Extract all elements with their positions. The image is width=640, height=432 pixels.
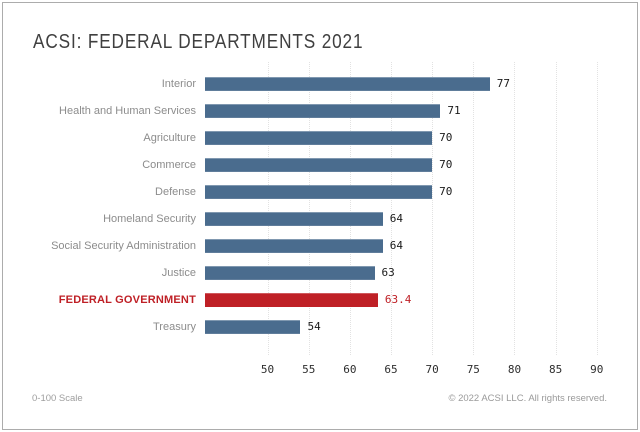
bar — [205, 130, 433, 145]
bar-row: Agriculture 70 — [0, 124, 640, 151]
category-label: Defense — [155, 185, 196, 198]
bar-row: Interior 77 — [0, 70, 640, 97]
bar-track: 70 — [205, 184, 605, 199]
category-label: Justice — [161, 266, 196, 279]
x-tick-label: 50 — [260, 363, 275, 376]
bar — [205, 265, 375, 280]
bar-track: 64 — [205, 211, 605, 226]
value-label: 64 — [389, 239, 403, 252]
chart-title: ACSI: FEDERAL DEPARTMENTS 2021 — [33, 31, 364, 53]
x-tick-label: 80 — [507, 363, 522, 376]
value-label: 70 — [439, 158, 453, 171]
bar — [205, 184, 433, 199]
gridline — [349, 62, 351, 355]
category-label: Commerce — [142, 158, 196, 171]
value-label: 71 — [447, 104, 461, 117]
bar — [205, 238, 383, 253]
bar-track: 63 — [205, 265, 605, 280]
bar-rows: Interior 77 Health and Human Services 71 Agr… — [0, 70, 640, 340]
bar — [205, 76, 490, 91]
category-label: Interior — [161, 77, 196, 90]
bar-track: 77 — [205, 76, 605, 91]
gridline — [391, 62, 392, 355]
bar — [205, 319, 301, 334]
x-tick-label: 60 — [343, 363, 357, 376]
x-tick-label: 65 — [384, 363, 398, 376]
x-axis-ticks: 50 55 60 65 70 75 80 85 90 — [205, 363, 605, 377]
x-tick-label: 75 — [466, 363, 480, 376]
x-tick-label: 70 — [425, 363, 439, 376]
category-label: Agriculture — [143, 131, 196, 144]
bar-track: 64 — [205, 238, 605, 253]
bar — [205, 211, 383, 226]
bar-row: Health and Human Services 71 — [0, 97, 640, 124]
gridline-overlay — [205, 62, 605, 355]
bar-track: 71 — [205, 103, 605, 118]
category-label: Social Security Administration — [51, 239, 196, 252]
bar — [205, 157, 433, 172]
value-label: 70 — [439, 131, 453, 144]
value-label: 70 — [439, 185, 453, 198]
copyright-note: © 2022 ACSI LLC. All rights reserved. — [448, 393, 607, 404]
category-label: FEDERAL GOVERNMENT — [58, 293, 196, 306]
bar-row: Treasury 54 — [0, 313, 640, 340]
bar-row: Commerce 70 — [0, 151, 640, 178]
bar-row: Homeland Security 64 — [0, 205, 640, 232]
bar-track: 70 — [205, 130, 605, 145]
category-label: Health and Human Services — [59, 104, 196, 117]
gridline — [555, 62, 557, 355]
bar-track: 63.4 — [205, 292, 605, 307]
gridline — [473, 62, 475, 355]
value-label: 54 — [307, 320, 321, 333]
bar-row: Defense 70 — [0, 178, 640, 205]
gridline — [267, 62, 269, 355]
x-tick-label: 85 — [548, 363, 563, 376]
bar-row: Social Security Administration 64 — [0, 232, 640, 259]
bar-row: FEDERAL GOVERNMENT 63.4 — [0, 286, 640, 313]
x-tick-label: 90 — [590, 363, 604, 376]
scale-note: 0-100 Scale — [32, 393, 83, 404]
category-label: Homeland Security — [103, 212, 196, 225]
value-label: 64 — [389, 212, 403, 225]
bar — [205, 292, 378, 307]
bar — [205, 103, 441, 118]
bar-track: 70 — [205, 157, 605, 172]
value-label: 77 — [496, 77, 510, 90]
bar-row: Justice 63 — [0, 259, 640, 286]
x-tick-label: 55 — [302, 363, 316, 376]
value-label: 63 — [381, 266, 395, 279]
value-label: 63.4 — [384, 293, 412, 306]
gridline — [432, 62, 434, 355]
category-label: Treasury — [153, 320, 196, 333]
gridline — [514, 62, 516, 355]
gridline — [596, 62, 598, 355]
gridline — [308, 62, 310, 355]
bar-track: 54 — [205, 319, 605, 334]
